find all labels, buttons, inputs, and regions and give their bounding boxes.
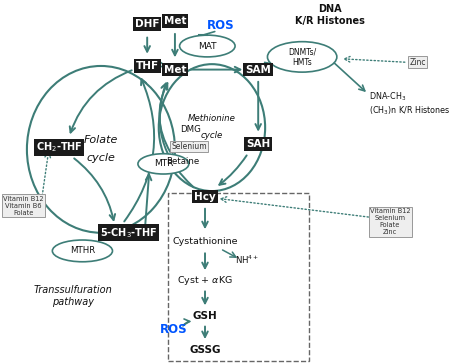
Text: Cyst + $\alpha$KG: Cyst + $\alpha$KG (177, 274, 233, 287)
Text: ROS: ROS (160, 323, 188, 336)
Text: Hcy: Hcy (194, 191, 216, 202)
Text: SAH: SAH (246, 139, 270, 149)
Text: DHF: DHF (135, 19, 159, 29)
Text: GSH: GSH (192, 311, 218, 321)
Text: Cystathionine: Cystathionine (172, 237, 238, 246)
Text: CH$_2$-THF: CH$_2$-THF (36, 141, 82, 154)
Text: cycle: cycle (201, 131, 223, 140)
Text: 5-CH$_3$-THF: 5-CH$_3$-THF (100, 226, 157, 240)
Text: NH$^{4+}$: NH$^{4+}$ (235, 254, 259, 266)
Text: Met: Met (164, 64, 186, 75)
Text: MTHR: MTHR (70, 246, 95, 256)
Text: Betaine: Betaine (166, 157, 200, 166)
Text: Folate: Folate (84, 135, 118, 145)
Text: Zinc: Zinc (410, 58, 426, 67)
Text: Vitamin B12
Vitamin B6
Folate: Vitamin B12 Vitamin B6 Folate (3, 195, 44, 215)
Text: MAT: MAT (198, 41, 217, 51)
Text: SAM: SAM (245, 64, 271, 75)
Text: THF: THF (136, 61, 159, 71)
Text: DNMTs/
HMTs: DNMTs/ HMTs (288, 47, 316, 67)
Text: Methionine: Methionine (188, 114, 236, 123)
Text: GSSG: GSSG (189, 345, 221, 355)
Ellipse shape (180, 35, 235, 57)
Text: DNA
K/R Histones: DNA K/R Histones (295, 4, 365, 26)
Ellipse shape (138, 154, 189, 174)
Text: Transsulfuration
pathway: Transsulfuration pathway (34, 285, 112, 307)
Text: cycle: cycle (86, 154, 115, 163)
Ellipse shape (52, 240, 112, 262)
Text: Selenium: Selenium (171, 142, 207, 151)
Text: Met: Met (164, 16, 186, 25)
Text: Vitamin B12
Selenium
Folate
Zinc: Vitamin B12 Selenium Folate Zinc (370, 208, 410, 236)
Text: DNA-CH$_3$
(CH$_3$)n K/R Histones: DNA-CH$_3$ (CH$_3$)n K/R Histones (369, 91, 451, 118)
Text: ROS: ROS (207, 19, 234, 32)
Text: MTR: MTR (154, 159, 173, 169)
Text: DMG: DMG (180, 125, 201, 134)
Ellipse shape (267, 41, 337, 72)
